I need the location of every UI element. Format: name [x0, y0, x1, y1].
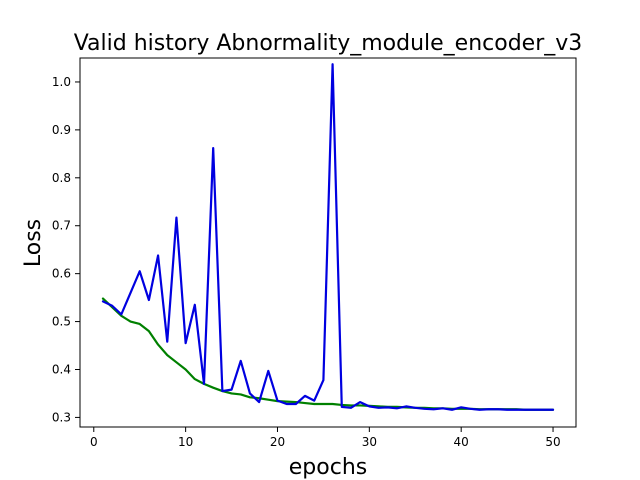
y-tick-label: 0.3	[52, 410, 71, 424]
plot-area	[101, 63, 555, 411]
x-tick-label: 40	[454, 435, 469, 449]
plot-frame	[79, 57, 577, 428]
y-tick-label: 0.8	[52, 171, 71, 185]
y-axis-label: Loss	[21, 219, 46, 267]
x-tick-label: 20	[270, 435, 285, 449]
y-tick-label: 0.6	[52, 267, 71, 281]
x-tick-label: 10	[178, 435, 193, 449]
chart-title: Valid history Abnormality_module_encoder…	[74, 31, 583, 56]
y-tick-label: 1.0	[52, 75, 71, 89]
y-tick-label: 0.9	[52, 123, 71, 137]
x-axis: 0 10 20 30 40 50	[90, 427, 561, 449]
x-tick-label: 0	[90, 435, 98, 449]
x-axis-label: epochs	[289, 455, 367, 480]
y-axis: 0.3 0.4 0.5 0.6 0.7 0.8 0.9 1.0	[52, 75, 80, 424]
x-tick-label: 30	[362, 435, 377, 449]
y-tick-label: 0.4	[52, 362, 71, 376]
y-tick-label: 0.5	[52, 315, 71, 329]
series-line-1	[101, 297, 555, 411]
y-tick-label: 0.7	[52, 219, 71, 233]
x-tick-label: 50	[545, 435, 560, 449]
series-line-2	[101, 63, 555, 411]
